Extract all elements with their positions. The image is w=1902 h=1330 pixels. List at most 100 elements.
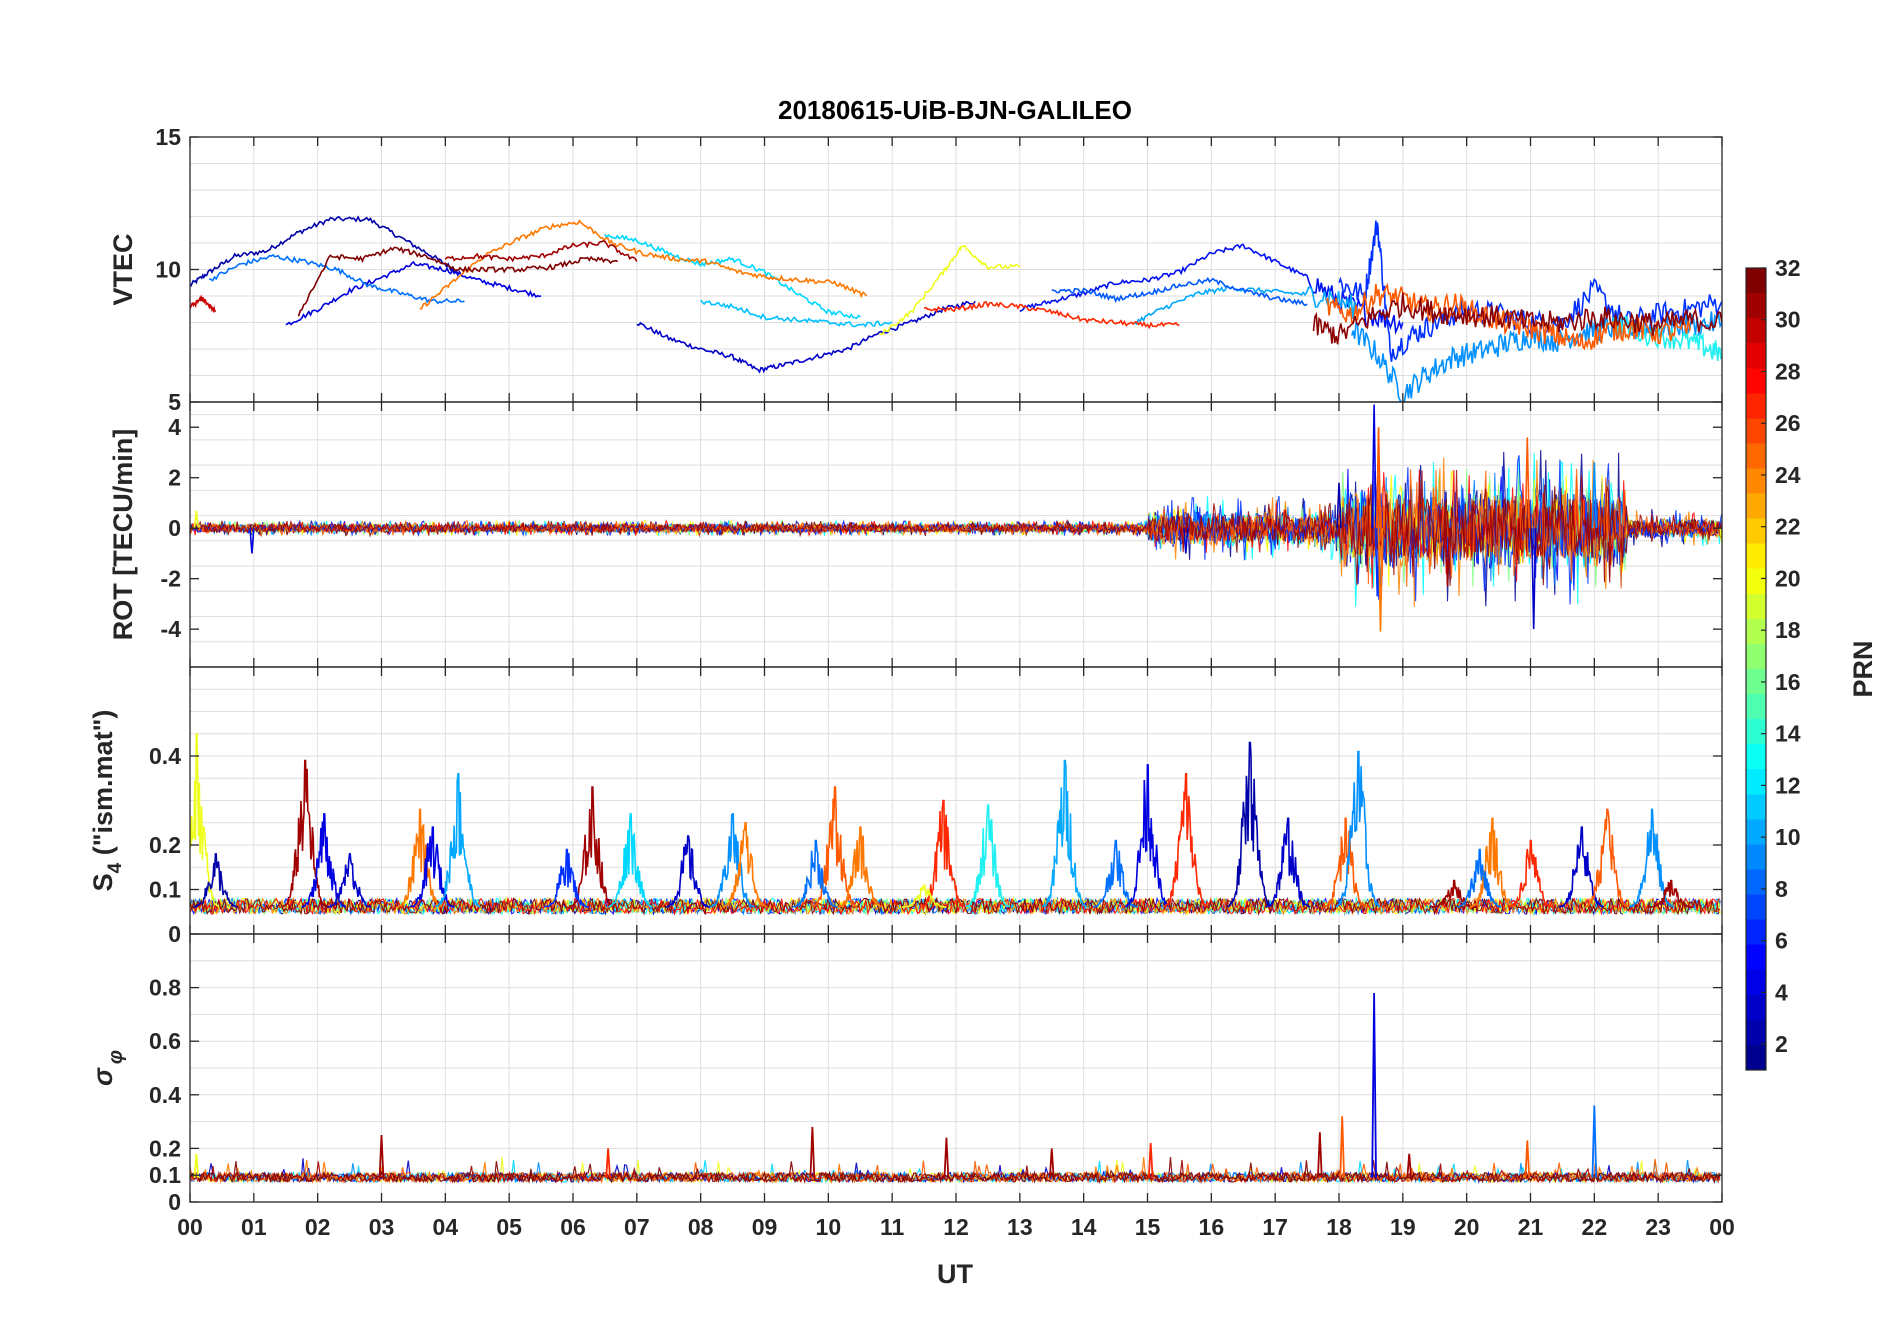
y-axis-label: σφ xyxy=(88,1050,127,1086)
y-tick-label: 0.4 xyxy=(149,743,181,769)
y-tick-label: -2 xyxy=(161,566,181,592)
s4-burst xyxy=(1323,817,1368,909)
colorbar-tick-label: 28 xyxy=(1775,358,1801,384)
series-prn-29 xyxy=(1312,292,1722,345)
x-tick-label: 02 xyxy=(305,1214,331,1240)
colorbar-tick-label: 32 xyxy=(1775,255,1801,281)
colorbar-tick-label: 16 xyxy=(1775,669,1801,695)
s4-burst xyxy=(1124,764,1171,908)
y-tick-label: 0.1 xyxy=(149,1162,181,1188)
y-tick-label: 0.2 xyxy=(149,1135,181,1161)
sigma-spike xyxy=(605,1148,611,1178)
rot-spike xyxy=(1375,427,1382,529)
colorbar-tick-label: 4 xyxy=(1775,979,1788,1005)
colorbar-tick-label: 14 xyxy=(1775,721,1801,747)
x-tick-label: 06 xyxy=(560,1214,586,1240)
colorbar-tick-label: 10 xyxy=(1775,824,1801,850)
colorbar-tick-label: 30 xyxy=(1775,307,1801,333)
rot-trace xyxy=(190,469,1722,586)
plot-area-vtec xyxy=(190,215,1722,402)
panel-sigma_phi: 00.10.2 0.4 0.6 0.8 σφ xyxy=(88,933,1723,1215)
x-tick-label: 09 xyxy=(752,1214,778,1240)
y-tick-label: 0.6 xyxy=(149,1028,181,1054)
s4-burst xyxy=(1507,839,1553,908)
x-tick-label: 05 xyxy=(496,1214,522,1240)
series-prn-1 xyxy=(190,215,459,287)
series-prn-2 xyxy=(636,300,976,374)
s4-burst xyxy=(1227,741,1272,908)
series-prn-27 xyxy=(923,300,1180,330)
s4-burst xyxy=(1092,839,1139,908)
plot-area-sigma_phi xyxy=(190,992,1721,1185)
series-prn-25 xyxy=(1325,282,1691,351)
sigma-spike xyxy=(378,1134,385,1178)
sigma-spike xyxy=(1339,1116,1346,1178)
x-tick-label: 15 xyxy=(1135,1214,1161,1240)
y-axis-label: S4 ("ism.mat") xyxy=(88,710,126,892)
s4-burst xyxy=(435,773,481,908)
series-prn-14 xyxy=(700,299,893,328)
s4-burst xyxy=(920,799,966,908)
rot-spike xyxy=(1524,437,1531,529)
rot-spike xyxy=(249,528,255,554)
series-prn-31 xyxy=(444,240,638,263)
s4-burst xyxy=(665,835,711,908)
x-tick-label: 11 xyxy=(880,1214,905,1240)
sigma-trace xyxy=(190,1159,1721,1185)
y-tick-label: 0 xyxy=(168,1189,181,1215)
s4-burst xyxy=(543,848,589,908)
y-tick-label: 0.4 xyxy=(149,1082,181,1108)
x-tick-label: 03 xyxy=(369,1214,395,1240)
s4-burst xyxy=(1456,848,1502,908)
s4-burst xyxy=(327,853,372,908)
y-tick-label: 5 xyxy=(168,389,181,415)
s4-burst xyxy=(1041,759,1087,908)
panel-s4: 0 0.1 0.2 0.4 S4 ("ism.mat") xyxy=(88,666,1723,947)
plot-area-rot xyxy=(190,404,1722,632)
s4-burst xyxy=(1431,879,1476,908)
y-tick-label: 0.1 xyxy=(149,877,181,903)
chart-title: 20180615-UiB-BJN-GALILEO xyxy=(778,95,1132,125)
series-prn-32 xyxy=(297,246,619,317)
sigma-spike xyxy=(809,1126,816,1178)
s4-burst xyxy=(193,853,238,908)
rot-spike xyxy=(1719,528,1722,544)
colorbar-label: PRN xyxy=(1848,640,1878,697)
y-tick-label: 0 xyxy=(168,921,181,947)
colorbar-tick-label: 22 xyxy=(1775,514,1801,540)
sigma-trace xyxy=(190,1156,1721,1185)
sigma-spike xyxy=(1406,1153,1413,1178)
series-prn-8 xyxy=(208,253,465,305)
y-tick-label: -4 xyxy=(161,616,182,642)
s4-burst xyxy=(792,839,838,908)
sigma-spike xyxy=(1317,1132,1323,1178)
x-tick-label: 16 xyxy=(1199,1214,1225,1240)
rot-spike xyxy=(1336,482,1342,529)
colorbar-tick-label: 24 xyxy=(1775,462,1801,488)
x-tick-label: 10 xyxy=(816,1214,842,1240)
s4-burst xyxy=(837,826,883,908)
s4-baseline xyxy=(190,896,1721,916)
sigma-spike xyxy=(1147,1142,1154,1178)
s4-burst xyxy=(901,884,947,908)
series-prn-10 xyxy=(1134,285,1359,326)
series-prn-9 xyxy=(1351,311,1722,402)
colorbar-tick-label: 26 xyxy=(1775,410,1801,436)
rot-spike xyxy=(1444,528,1451,587)
y-tick-label: 15 xyxy=(155,124,181,150)
colorbar-tick-label: 18 xyxy=(1775,617,1801,643)
rot-spike xyxy=(193,510,200,529)
series-prn-3 xyxy=(285,260,542,326)
plot-area-s4 xyxy=(190,733,1721,917)
s4-burst xyxy=(190,733,220,908)
x-tick-label: 00 xyxy=(1709,1214,1735,1240)
series-prn-24 xyxy=(419,219,868,310)
series-prn-12 xyxy=(604,233,861,320)
y-tick-label: 10 xyxy=(155,257,181,283)
x-tick-label: 07 xyxy=(624,1214,650,1240)
s4-burst xyxy=(1584,808,1630,908)
x-tick-label: 19 xyxy=(1390,1214,1416,1240)
series-prn-30 xyxy=(190,294,217,314)
panel-vtec: 5 10 15 VTEC xyxy=(108,124,1723,415)
